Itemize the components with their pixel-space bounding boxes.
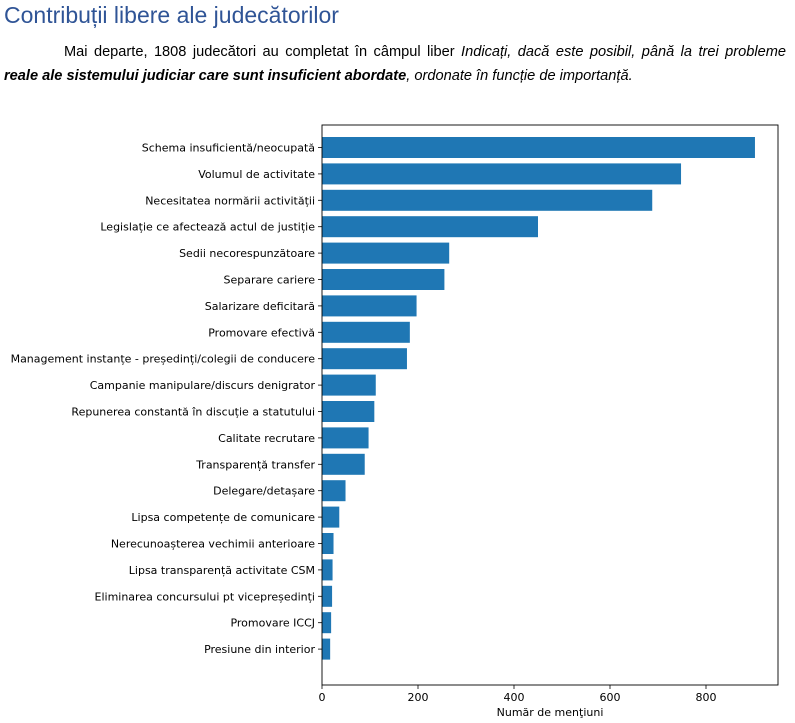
category-label: Lipsa transparență activitate CSM xyxy=(129,564,315,577)
x-tick-label: 800 xyxy=(696,691,717,704)
category-label: Legislație ce afectează actul de justiți… xyxy=(100,221,315,234)
y-ticks xyxy=(318,147,322,650)
x-tick-label: 600 xyxy=(600,691,621,704)
category-label: Separare cariere xyxy=(224,274,316,287)
x-ticks: 0 200 400 600 800 xyxy=(319,685,717,704)
bar-group xyxy=(322,137,755,660)
category-label: Salarizare deficitară xyxy=(205,300,315,313)
category-label: Sedii necorespunzătoare xyxy=(179,247,315,260)
bar xyxy=(322,216,538,238)
category-label: Management instanțe - președinți/colegii… xyxy=(11,353,316,366)
bar xyxy=(322,638,331,660)
category-label: Promovare efectivă xyxy=(208,326,315,339)
bar xyxy=(322,480,346,502)
category-label: Volumul de activitate xyxy=(198,168,315,181)
category-label: Campanie manipulare/discurs denigrator xyxy=(90,379,316,392)
category-label: Lipsa competențe de comunicare xyxy=(131,511,315,524)
bar xyxy=(322,427,369,449)
section-heading: Contribuții libere ale judecătorilor xyxy=(4,2,339,28)
bar xyxy=(322,559,333,581)
bar xyxy=(322,242,450,264)
paragraph-question-end: , ordonate în funcție de importanță. xyxy=(406,68,633,84)
category-label: Calitate recrutare xyxy=(218,432,315,445)
x-tick-label: 0 xyxy=(319,691,326,704)
bar xyxy=(322,137,755,158)
category-label: Eliminarea concursului pt vicepreședinți xyxy=(95,590,316,603)
category-label: Repunerea constantă în discuție a statut… xyxy=(71,406,315,419)
category-label: Presiune din interior xyxy=(204,643,315,656)
bar xyxy=(322,612,332,634)
bar xyxy=(322,295,417,317)
x-tick-label: 200 xyxy=(408,691,429,704)
bar xyxy=(322,453,365,475)
x-tick-label: 400 xyxy=(504,691,525,704)
category-label: Schema insuficientă/neocupată xyxy=(142,142,315,155)
bar xyxy=(322,163,682,185)
category-label: Nerecunoașterea vechimii anterioare xyxy=(111,538,315,551)
bar xyxy=(322,374,376,396)
x-axis-label: Număr de menţiuni xyxy=(497,706,604,719)
bar xyxy=(322,269,445,290)
bar xyxy=(322,506,340,528)
plot-frame xyxy=(321,124,779,686)
paragraph-text: Mai departe, 1808 judecători au completa… xyxy=(64,44,462,60)
bar xyxy=(322,321,410,343)
paragraph-question-italic: Indicați, dacă este posibil, până la tre… xyxy=(461,44,786,60)
bar xyxy=(322,585,333,607)
bar xyxy=(322,189,653,211)
category-label: Necesitatea normării activității xyxy=(145,194,315,207)
bar xyxy=(322,348,407,370)
paragraph-question-bold: reale ale sistemului judiciar care sunt … xyxy=(4,68,407,84)
category-label: Promovare ICCJ xyxy=(230,617,315,630)
category-label: Delegare/detașare xyxy=(213,485,315,498)
bar xyxy=(322,533,334,554)
category-labels: Schema insuficientă/neocupată Volumul de … xyxy=(11,142,316,657)
bar xyxy=(322,401,375,422)
intro-paragraph: Mai departe, 1808 judecători au completa… xyxy=(4,40,786,88)
category-label: Transparență transfer xyxy=(195,458,315,471)
